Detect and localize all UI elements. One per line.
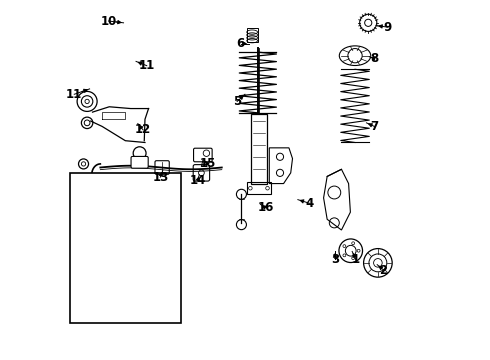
Bar	[251, 114, 267, 184]
Text: 14: 14	[190, 174, 206, 187]
Text: 16: 16	[258, 201, 274, 214]
Text: 15: 15	[199, 157, 216, 170]
Text: 10: 10	[100, 14, 117, 27]
Text: 1: 1	[352, 253, 360, 266]
Text: 12: 12	[135, 123, 151, 136]
Bar	[247, 28, 258, 42]
Text: 5: 5	[233, 95, 241, 108]
Bar	[70, 173, 181, 323]
Text: 7: 7	[370, 120, 378, 133]
Text: 13: 13	[152, 171, 169, 184]
FancyBboxPatch shape	[131, 157, 148, 168]
Text: 11: 11	[139, 59, 155, 72]
Text: 3: 3	[331, 253, 339, 266]
Text: 8: 8	[370, 52, 378, 65]
Text: 2: 2	[380, 264, 388, 276]
Text: 6: 6	[237, 37, 245, 50]
Bar	[247, 182, 271, 194]
Text: 4: 4	[305, 197, 314, 210]
Text: 9: 9	[384, 21, 392, 33]
Text: 11: 11	[66, 88, 82, 101]
